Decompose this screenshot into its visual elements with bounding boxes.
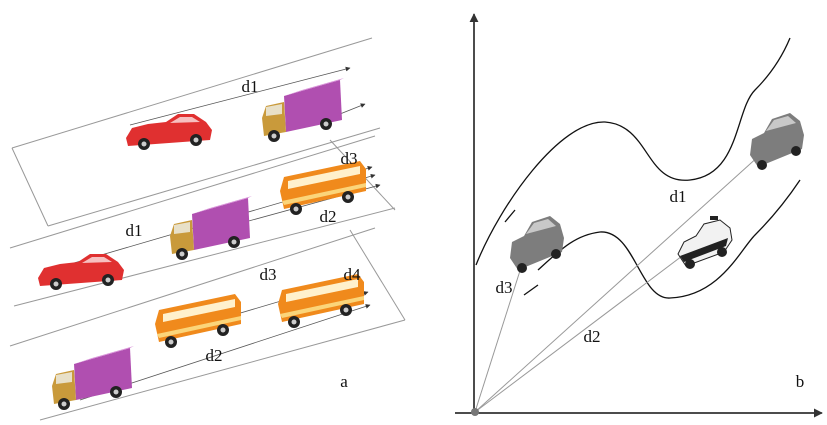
distance-label: d3 [260, 265, 277, 284]
panel-b: d1 d3 d2 b [455, 14, 822, 416]
car [38, 254, 124, 290]
distance-label: d3 [496, 278, 513, 297]
car [750, 113, 804, 170]
distance-label: d4 [344, 265, 362, 284]
figure: d1 d3 d1 d2 d3 d4 d2 a d1 d3 d2 b [0, 0, 827, 425]
taxi [678, 216, 732, 269]
distance-label: d1 [242, 77, 259, 96]
truck [170, 196, 252, 260]
panel-caption: b [796, 372, 805, 391]
distance-label: d1 [126, 221, 143, 240]
distance-label: d2 [206, 346, 223, 365]
bus [155, 294, 241, 348]
car [510, 216, 564, 273]
panel-caption: a [340, 372, 348, 391]
truck [52, 346, 134, 410]
distance-label: d1 [670, 187, 687, 206]
distance-label: d2 [320, 207, 337, 226]
road-edge [505, 210, 515, 222]
road-edge [524, 285, 538, 295]
distance-label: d2 [584, 327, 601, 346]
distance-label: d3 [341, 149, 358, 168]
car [126, 114, 212, 150]
road-edge [476, 38, 790, 265]
origin [471, 408, 479, 416]
ray [475, 155, 760, 412]
panel-a: d1 d3 d1 d2 d3 d4 d2 a [10, 38, 405, 420]
ray [475, 250, 690, 412]
lane [12, 148, 48, 226]
